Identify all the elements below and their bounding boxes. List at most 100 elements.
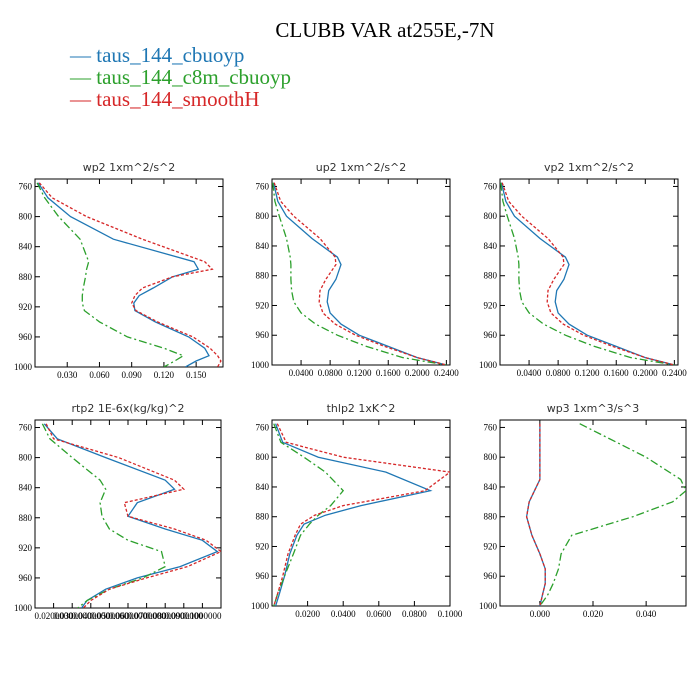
y-tick-label-0-0: 760	[19, 182, 33, 192]
plot-frame-4	[271, 419, 451, 607]
x-tick-label-1-5: 0.2400	[434, 368, 459, 378]
chart-title-1: up2 1xm^2/s^2	[316, 161, 407, 174]
x-tick-label-4-0: 0.0200	[295, 609, 320, 619]
legend-item-0: — taus_144_cbuoyp	[70, 43, 245, 67]
x-tick-label-4-1: 0.0400	[331, 609, 356, 619]
y-tick-label-1-3: 880	[256, 271, 270, 281]
x-tick-label-0-1: 0.060	[89, 370, 110, 380]
y-tick-label-4-0: 760	[256, 422, 270, 432]
x-tick-label-2-4: 0.2000	[633, 368, 658, 378]
chart-title-3: rtp2 1E-6x(kg/kg)^2	[72, 402, 185, 415]
x-tick-label-0-3: 0.120	[154, 370, 175, 380]
series-line-4-1	[273, 423, 345, 606]
series-line-5-0	[525, 423, 546, 606]
y-tick-label-3-0: 760	[19, 423, 33, 433]
x-tick-label-3-1: 0.0300000	[53, 611, 92, 621]
y-tick-label-5-1: 800	[484, 452, 498, 462]
plot-frame-2	[499, 178, 679, 366]
chart-panel-5: wp3 1xm^3/s^3 760 800 840 880 920 960 1000 0.000…	[479, 402, 687, 619]
series-line-4-0	[274, 423, 433, 606]
series-line-4-2	[273, 423, 450, 606]
x-tick-label-0-2: 0.090	[122, 370, 143, 380]
x-tick-label-5-2: 0.040	[636, 609, 657, 619]
y-tick-label-3-5: 960	[19, 573, 33, 583]
y-tick-label-1-6: 1000	[251, 360, 270, 370]
y-tick-label-2-0: 760	[484, 181, 498, 191]
x-tick-label-2-0: 0.0400	[517, 368, 542, 378]
chart-panel-3: rtp2 1E-6x(kg/kg)^2 760 800 840 880 920 960 100…	[14, 402, 222, 621]
x-tick-label-1-2: 0.1200	[347, 368, 372, 378]
y-tick-label-5-6: 1000	[479, 601, 498, 611]
y-tick-label-3-3: 880	[19, 513, 33, 523]
y-tick-label-0-4: 920	[19, 302, 33, 312]
chart-title-0: wp2 1xm^2/s^2	[83, 161, 176, 174]
series-line-5-2	[525, 423, 546, 606]
y-tick-label-1-0: 760	[256, 181, 270, 191]
legend: — taus_144_cbuoyp — taus_144_c8m_cbuoyp …	[70, 44, 291, 110]
x-tick-label-3-0: 0.0200000	[34, 611, 73, 621]
y-tick-label-2-5: 960	[484, 330, 498, 340]
y-tick-label-5-3: 880	[484, 512, 498, 522]
chart-panel-1: up2 1xm^2/s^2 760 800 840 880 920 960 1000 0.040…	[251, 161, 459, 378]
series-line-0-2	[38, 182, 222, 367]
y-tick-label-0-6: 1000	[14, 362, 33, 372]
chart-panel-4: thlp2 1xK^2 760 800 840 880 920 960 1000 0.0200 0…	[251, 402, 463, 619]
y-tick-label-1-4: 920	[256, 300, 270, 310]
x-tick-label-2-5: 0.2400	[662, 368, 687, 378]
series-line-2-1	[500, 182, 675, 365]
x-tick-label-1-4: 0.2000	[405, 368, 430, 378]
y-tick-label-4-2: 840	[256, 482, 270, 492]
x-tick-label-3-7: 0.0900000	[165, 611, 204, 621]
y-tick-label-0-5: 960	[19, 332, 33, 342]
x-tick-label-3-8: 0.1000000	[183, 611, 222, 621]
y-tick-label-2-2: 840	[484, 241, 498, 251]
y-tick-label-3-4: 920	[19, 543, 33, 553]
x-tick-label-2-3: 0.1600	[604, 368, 629, 378]
y-tick-label-4-1: 800	[256, 452, 270, 462]
chart-panel-2: vp2 1xm^2/s^2 760 800 840 880 920 960 1000 0.040…	[479, 161, 687, 378]
y-tick-label-4-6: 1000	[251, 601, 270, 611]
y-tick-label-2-3: 880	[484, 271, 498, 281]
y-tick-label-2-1: 800	[484, 211, 498, 221]
x-tick-label-0-4: 0.150	[186, 370, 207, 380]
y-tick-label-3-1: 800	[19, 453, 33, 463]
y-tick-label-3-6: 1000	[14, 603, 33, 613]
x-tick-label-3-6: 0.0800000	[146, 611, 185, 621]
chart-title-5: wp3 1xm^3/s^3	[547, 402, 640, 415]
plot-frame-1	[271, 178, 451, 366]
series-line-0-0	[37, 182, 210, 367]
y-tick-label-3-2: 840	[19, 483, 33, 493]
y-tick-label-1-1: 800	[256, 211, 270, 221]
chart-title-4: thlp2 1xK^2	[327, 402, 396, 415]
y-tick-label-4-5: 960	[256, 571, 270, 581]
y-tick-label-4-4: 920	[256, 541, 270, 551]
y-tick-label-4-3: 880	[256, 512, 270, 522]
y-tick-label-0-3: 880	[19, 272, 33, 282]
y-tick-label-5-2: 840	[484, 482, 498, 492]
x-tick-label-3-2: 0.0400000	[72, 611, 111, 621]
x-tick-label-4-4: 0.1000	[438, 609, 463, 619]
x-tick-label-4-2: 0.0600	[366, 609, 391, 619]
y-tick-label-1-5: 960	[256, 330, 270, 340]
series-line-3-0	[43, 423, 219, 608]
series-line-0-1	[36, 182, 185, 367]
legend-item-2: — taus_144_smoothH	[70, 87, 260, 111]
chart-panel-0: wp2 1xm^2/s^2 760 800 840 880 920 960 1000 0.030…	[14, 161, 224, 380]
y-tick-label-0-1: 800	[19, 212, 33, 222]
y-tick-label-1-2: 840	[256, 241, 270, 251]
series-line-5-1	[539, 423, 686, 606]
series-line-2-0	[500, 182, 675, 365]
series-line-1-2	[273, 182, 447, 365]
x-tick-label-3-5: 0.0700000	[127, 611, 166, 621]
x-tick-label-1-3: 0.1600	[376, 368, 401, 378]
x-tick-label-5-0: 0.000	[530, 609, 551, 619]
x-tick-label-1-1: 0.0800	[318, 368, 343, 378]
series-line-3-2	[45, 423, 221, 608]
plot-frame-0	[34, 178, 224, 368]
x-tick-label-0-0: 0.030	[57, 370, 78, 380]
y-tick-label-5-5: 960	[484, 571, 498, 581]
x-tick-label-3-4: 0.0600000	[109, 611, 148, 621]
legend-item-1: — taus_144_c8m_cbuoyp	[70, 65, 292, 89]
x-tick-label-2-2: 0.1200	[575, 368, 600, 378]
x-tick-label-1-0: 0.0400	[289, 368, 314, 378]
